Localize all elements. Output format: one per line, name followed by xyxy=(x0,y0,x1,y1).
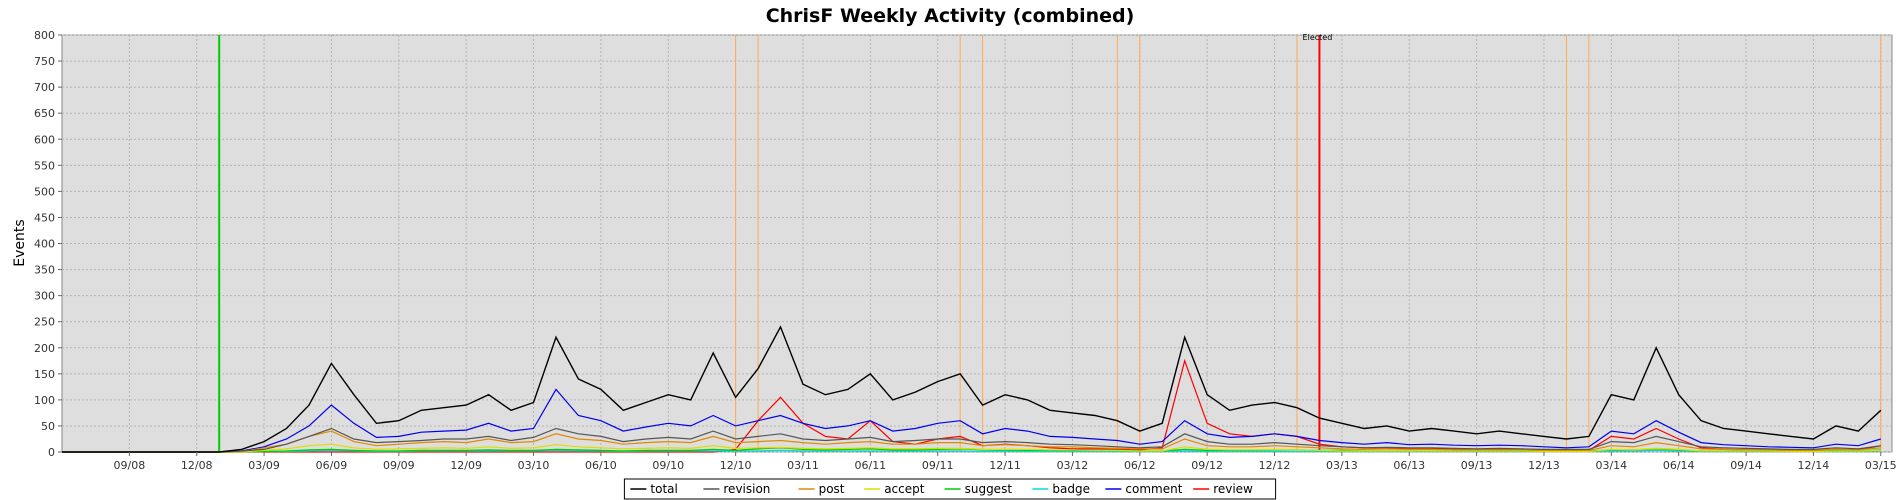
y-tick-label: 350 xyxy=(34,264,55,277)
series-line-comment xyxy=(62,388,1881,453)
x-tick-label: 12/12 xyxy=(1259,459,1291,472)
x-axis: 09/08 12/08 03/09 06/09 09/09 12/09 03/10 06/10… xyxy=(114,452,1897,472)
x-tick-label: 12/14 xyxy=(1798,459,1830,472)
x-tick-label: 09/12 xyxy=(1191,459,1223,472)
series-line-post xyxy=(62,430,1881,453)
y-tick-label: 600 xyxy=(34,133,55,146)
legend-label-comment: comment xyxy=(1125,482,1182,496)
y-tick-label: 200 xyxy=(34,342,55,355)
x-tick-label: 03/14 xyxy=(1595,459,1627,472)
y-tick-label: 50 xyxy=(41,420,55,433)
x-tick-label: 06/09 xyxy=(316,459,348,472)
y-axis: 0 50 100 150 200 250 300 350 400 450 500 550 600 650 7… xyxy=(34,29,62,459)
annotation-label: Elected xyxy=(1303,33,1333,42)
y-tick-label: 100 xyxy=(34,394,55,407)
x-tick-label: 06/14 xyxy=(1663,459,1695,472)
x-tick-label: 12/09 xyxy=(450,459,482,472)
x-tick-label: 12/11 xyxy=(989,459,1021,472)
x-tick-label: 06/10 xyxy=(585,459,617,472)
legend-label-post: post xyxy=(819,482,845,496)
grid-lines xyxy=(62,34,1892,453)
x-tick-label: 06/12 xyxy=(1124,459,1156,472)
y-tick-label: 150 xyxy=(34,368,55,381)
legend-label-accept: accept xyxy=(884,482,925,496)
x-tick-label: 09/10 xyxy=(652,459,684,472)
x-tick-label: 09/13 xyxy=(1461,459,1493,472)
x-tick-label: 09/11 xyxy=(922,459,954,472)
y-tick-label: 750 xyxy=(34,55,55,68)
y-tick-label: 700 xyxy=(34,81,55,94)
x-tick-label: 09/14 xyxy=(1730,459,1762,472)
legend-label-review: review xyxy=(1213,482,1253,496)
legend-label-badge: badge xyxy=(1052,482,1090,496)
y-tick-label: 550 xyxy=(34,159,55,172)
y-tick-label: 250 xyxy=(34,316,55,329)
x-tick-label: 09/09 xyxy=(383,459,415,472)
y-tick-label: 400 xyxy=(34,238,55,251)
legend-label-revision: revision xyxy=(723,482,770,496)
x-tick-label: 12/08 xyxy=(181,459,213,472)
plot-area xyxy=(61,34,1893,453)
series-line-total xyxy=(62,325,1882,453)
x-tick-label: 12/13 xyxy=(1528,459,1560,472)
x-tick-label: 06/11 xyxy=(854,459,886,472)
x-tick-label: 12/10 xyxy=(720,459,752,472)
y-tick-label: 450 xyxy=(34,211,55,224)
y-tick-label: 0 xyxy=(48,446,55,459)
series-line-accept xyxy=(62,443,1881,453)
x-tick-label: 03/11 xyxy=(787,459,819,472)
legend-label-suggest: suggest xyxy=(965,482,1013,496)
legend: total revision post accept suggest badge comme… xyxy=(623,478,1277,500)
y-tick-label: 300 xyxy=(34,290,55,303)
y-tick-label: 650 xyxy=(34,107,55,120)
x-tick-label: 03/13 xyxy=(1326,459,1358,472)
x-tick-label: 03/09 xyxy=(248,459,280,472)
annotations: Elected xyxy=(1303,33,1333,42)
legend-label-total: total xyxy=(650,482,677,496)
x-tick-label: 03/15 xyxy=(1865,459,1897,472)
x-tick-label: 06/13 xyxy=(1393,459,1425,472)
x-tick-label: 03/10 xyxy=(518,459,550,472)
chart-title: ChrisF Weekly Activity (combined) xyxy=(766,5,1135,27)
event-markers xyxy=(218,35,1882,452)
x-tick-label: 03/12 xyxy=(1057,459,1089,472)
y-tick-label: 800 xyxy=(34,29,55,42)
y-tick-label: 500 xyxy=(34,185,55,198)
y-axis-label: Events xyxy=(12,219,28,266)
series-lines xyxy=(62,325,1882,453)
x-tick-label: 09/08 xyxy=(114,459,146,472)
series-line-revision xyxy=(62,427,1881,453)
